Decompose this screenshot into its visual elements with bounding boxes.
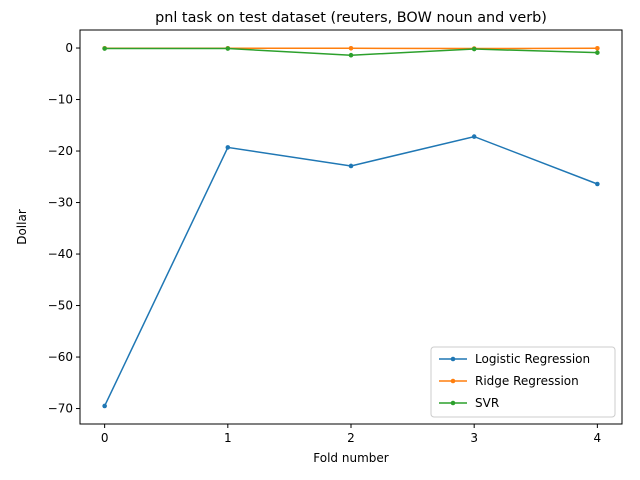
legend-box xyxy=(430,346,616,418)
y-tick-label: −60 xyxy=(48,350,73,364)
data-point-ridge-regression xyxy=(348,45,354,51)
x-tick-label: 1 xyxy=(224,431,232,445)
legend-marker xyxy=(450,378,456,384)
legend-marker xyxy=(450,400,456,406)
data-point-svr xyxy=(348,52,354,58)
data-point-svr xyxy=(225,46,231,51)
y-tick-label: −70 xyxy=(48,402,73,416)
legend-label: Ridge Regression xyxy=(475,374,579,388)
plot-series-layer xyxy=(102,45,600,409)
y-tick-label: −40 xyxy=(48,247,73,261)
data-point-svr xyxy=(595,50,600,55)
data-point-logistic-regression xyxy=(102,403,107,409)
x-tick-label: 3 xyxy=(470,431,478,445)
data-point-svr xyxy=(102,46,107,51)
y-tick-label: −10 xyxy=(48,93,73,107)
data-point-logistic-regression xyxy=(595,181,600,187)
y-axis-label: Dollar xyxy=(15,209,29,245)
data-point-logistic-regression xyxy=(471,134,477,139)
data-point-logistic-regression xyxy=(348,163,354,169)
legend-marker xyxy=(450,356,456,362)
x-axis-ticks: 0 1 2 3 4 xyxy=(101,424,601,445)
y-tick-label: −20 xyxy=(48,144,73,158)
x-tick-label: 4 xyxy=(594,431,602,445)
legend-label: Logistic Regression xyxy=(475,352,590,366)
x-axis-label: Fold number xyxy=(313,451,388,465)
y-axis-ticks: 0 −10 −20 −30 −40 −50 −60 −70 xyxy=(48,41,80,416)
data-point-logistic-regression xyxy=(225,145,231,150)
y-tick-label: −50 xyxy=(48,299,73,313)
data-point-ridge-regression xyxy=(595,45,600,51)
x-tick-label: 0 xyxy=(101,431,109,445)
chart-title: pnl task on test dataset (reuters, BOW n… xyxy=(155,10,547,26)
y-tick-label: 0 xyxy=(65,41,73,55)
x-tick-label: 2 xyxy=(347,431,355,445)
legend: Logistic Regression Ridge Regression SVR xyxy=(430,346,616,418)
y-tick-label: −30 xyxy=(48,196,73,210)
legend-label: SVR xyxy=(475,396,499,410)
data-point-svr xyxy=(471,46,477,52)
